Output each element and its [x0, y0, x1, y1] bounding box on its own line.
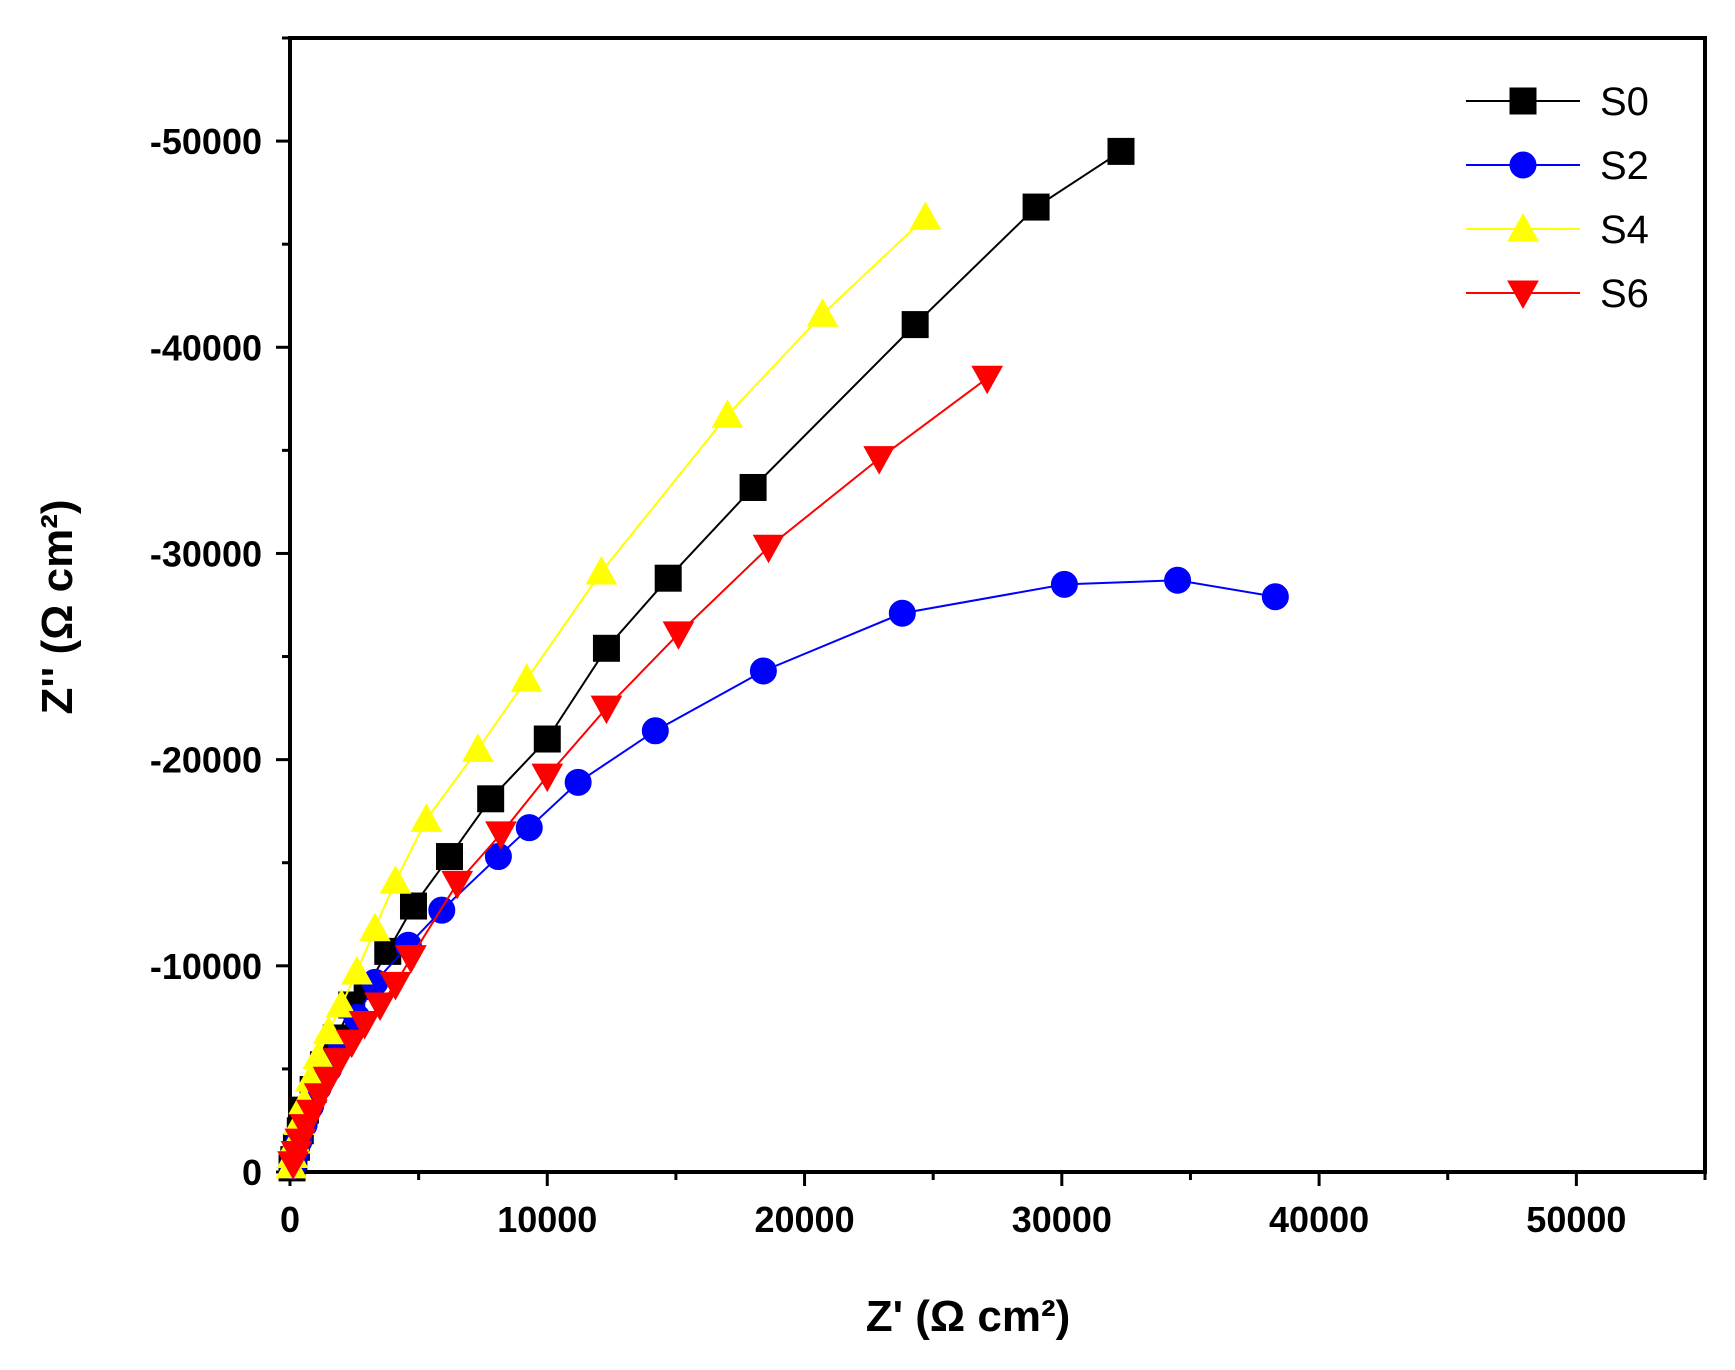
plot-frame	[288, 36, 1707, 1174]
data-point-s4	[510, 663, 543, 692]
data-point-s4	[379, 865, 412, 894]
y-tick-label: -20000	[150, 740, 262, 781]
data-point-s2	[564, 768, 592, 796]
data-point-s6	[312, 1066, 345, 1096]
data-point-s2	[888, 599, 916, 627]
data-point-s2	[1261, 583, 1289, 611]
x-tick-label: 50000	[1526, 1199, 1626, 1240]
series-line-s6	[292, 377, 988, 1165]
data-point-s6	[348, 1011, 381, 1040]
y-tick-label: -10000	[150, 946, 262, 987]
data-point-s2	[641, 717, 669, 745]
data-point-s2	[428, 896, 456, 924]
data-point-s6	[323, 1048, 355, 1077]
legend-item-s4: S4	[1466, 208, 1649, 252]
data-point-s4	[341, 955, 373, 985]
legend-marker	[1509, 87, 1537, 115]
data-point-s2	[1050, 570, 1078, 598]
series-s4	[275, 201, 942, 1179]
data-point-s0	[436, 843, 464, 871]
series-line-s2	[291, 579, 1276, 1167]
y-tick-label: -50000	[150, 121, 262, 162]
data-point-s6	[590, 695, 623, 725]
legend-marker	[1507, 212, 1539, 242]
series-line-s0	[291, 150, 1122, 1169]
data-point-s2	[749, 657, 777, 685]
data-point-s6	[441, 870, 474, 900]
data-point-s6	[364, 992, 396, 1022]
y-tick-label: 0	[242, 1152, 262, 1193]
data-point-s0	[399, 892, 427, 920]
legend-marker	[1507, 280, 1539, 310]
legend-label: S6	[1600, 272, 1649, 316]
data-point-s6	[485, 821, 517, 850]
data-point-s6	[971, 365, 1004, 395]
data-point-s6	[395, 945, 427, 974]
series-s0	[278, 137, 1135, 1182]
data-point-s6	[531, 763, 564, 793]
data-point-s4	[461, 733, 494, 762]
data-point-s0	[654, 564, 682, 592]
series-s2	[279, 566, 1289, 1180]
y-axis-title: Z'' (Ω cm²)	[33, 499, 82, 714]
y-axis: 0 -10000 -20000 -30000 -40000 -50000	[150, 36, 290, 1193]
data-point-s4	[909, 201, 942, 230]
legend-item-s0: S0	[1466, 80, 1649, 124]
data-point-s2	[515, 814, 543, 842]
data-point-s4	[711, 399, 744, 428]
data-point-s0	[1022, 193, 1050, 221]
data-point-s6	[335, 1029, 368, 1059]
data-point-s4	[806, 298, 839, 327]
plot-area	[288, 36, 1707, 1174]
data-point-s0	[1107, 137, 1135, 165]
series-layer	[275, 137, 1289, 1182]
data-point-s4	[359, 912, 391, 942]
y-tick-label: -30000	[150, 533, 262, 574]
data-point-s0	[739, 473, 767, 501]
x-axis: 0 10000 20000 30000 40000 50000	[280, 1172, 1707, 1240]
data-point-s4	[312, 1015, 345, 1045]
data-point-s4	[410, 803, 443, 832]
data-point-s6	[662, 621, 695, 650]
data-point-s6	[752, 534, 785, 564]
legend-label: S0	[1600, 80, 1649, 124]
data-point-s0	[592, 634, 620, 662]
legend-item-s2: S2	[1466, 144, 1649, 188]
legend: S0 S2 S4 S6	[1466, 80, 1649, 316]
x-tick-label: 20000	[754, 1199, 854, 1240]
series-line-s4	[290, 216, 927, 1166]
x-tick-label: 30000	[1012, 1199, 1112, 1240]
legend-marker	[1509, 151, 1537, 179]
x-tick-label: 0	[280, 1199, 300, 1240]
y-tick-label: -40000	[150, 327, 262, 368]
data-point-s2	[1164, 566, 1192, 594]
data-point-s0	[901, 311, 929, 339]
data-point-s4	[325, 988, 358, 1018]
legend-label: S4	[1600, 208, 1649, 252]
data-point-s6	[379, 971, 412, 1001]
data-point-s0	[533, 725, 561, 753]
data-point-s4	[585, 555, 618, 585]
data-point-s6	[863, 446, 896, 475]
series-s6	[277, 365, 1004, 1180]
x-axis-title: Z' (Ω cm²)	[866, 1292, 1071, 1341]
legend-item-s6: S6	[1466, 272, 1649, 316]
x-tick-label: 40000	[1269, 1199, 1369, 1240]
data-point-s0	[477, 785, 505, 813]
x-tick-label: 10000	[497, 1199, 597, 1240]
legend-label: S2	[1600, 144, 1649, 188]
